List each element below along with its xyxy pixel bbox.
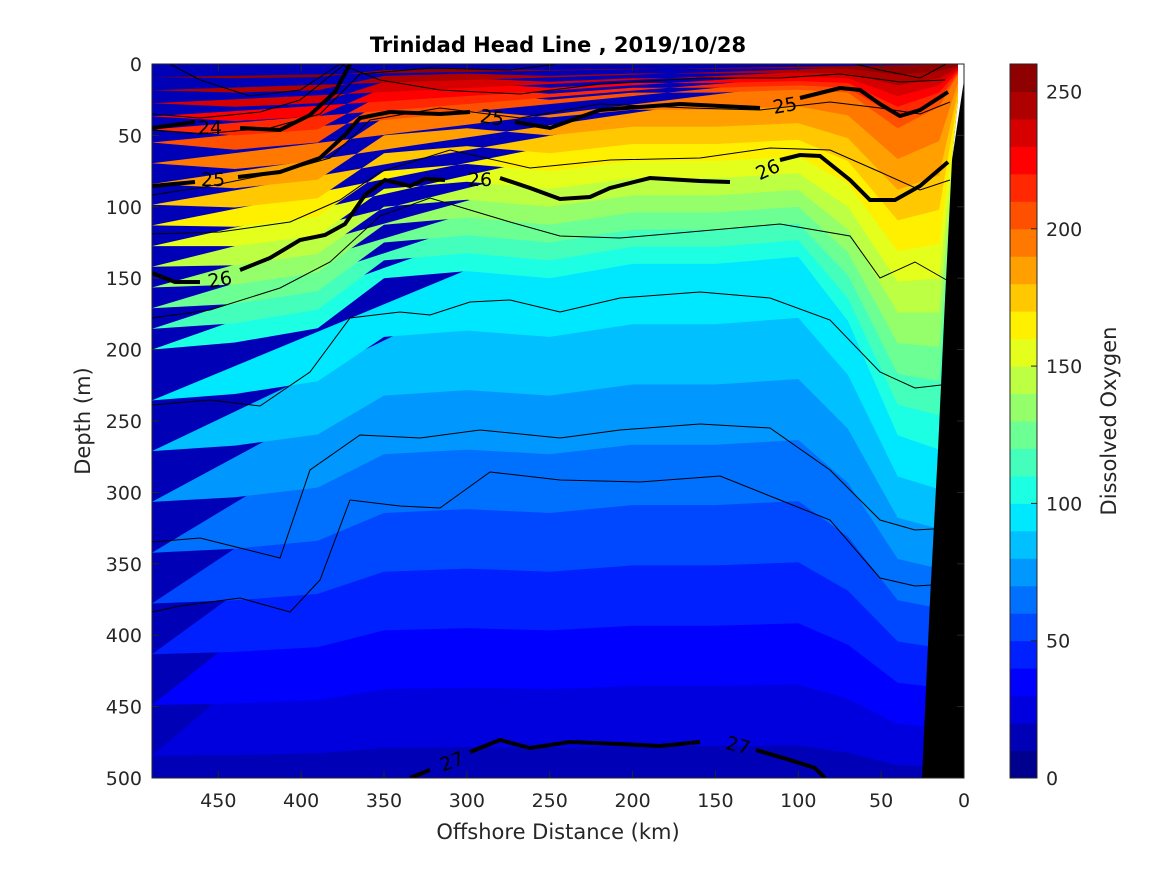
x-tick-label: 150 (697, 790, 733, 812)
colorbar-swatches (1010, 64, 1037, 779)
contour-label-25a: 25 (201, 169, 225, 191)
contour-26 (152, 152, 950, 284)
x-tick-label: 50 (869, 790, 893, 812)
x-tick-label: 300 (449, 790, 485, 812)
y-tick-label: 250 (106, 411, 142, 433)
y-tick-label: 350 (106, 554, 142, 576)
colorbar-swatch (1010, 173, 1037, 202)
colorbar-tick-label: 0 (1046, 768, 1058, 790)
x-tick-label: 0 (958, 790, 970, 812)
colorbar-swatch (1010, 448, 1037, 477)
colorbar-swatch (1010, 530, 1037, 559)
y-axis-label: Depth (m) (71, 367, 95, 474)
colorbar-swatch (1010, 118, 1037, 147)
colorbar-tick-label: 100 (1046, 493, 1082, 515)
thick-contours (152, 64, 950, 778)
colorbar-tick-label: 200 (1046, 219, 1082, 241)
colorbar-swatch (1010, 695, 1037, 724)
y-tick-label: 400 (106, 625, 142, 647)
colorbar-swatch (1010, 256, 1037, 285)
x-tick-label: 250 (532, 790, 568, 812)
colorbar-label: Dissolved Oxygen (1097, 327, 1121, 516)
band-230 (152, 64, 964, 107)
colorbar-swatch (1010, 723, 1037, 752)
y-tick-label: 200 (106, 340, 142, 362)
x-tick-label: 350 (366, 790, 402, 812)
x-tick-label: 100 (780, 790, 816, 812)
plot-area (152, 64, 964, 778)
bathymetry-mask (922, 64, 964, 778)
colorbar-tick-label: 150 (1046, 356, 1082, 378)
contour-27 (409, 737, 827, 778)
colorbar: 250 200 150 100 50 0 Dissolved Oxygen (1009, 63, 1121, 790)
band-240 (152, 64, 964, 93)
colorbar-frame (1009, 63, 1038, 779)
colorbar-swatch (1010, 64, 1037, 92)
colorbar-swatch (1010, 613, 1037, 642)
colorbar-swatch (1010, 201, 1037, 230)
contour-label-26a: 26 (206, 267, 234, 293)
chart-title: Trinidad Head Line , 2019/10/28 (370, 33, 746, 57)
x-axis: 450 400 350 300 250 200 150 100 50 0 (200, 64, 970, 812)
y-tick-label: 150 (106, 268, 142, 290)
contour-label-26b: 26 (468, 169, 492, 191)
y-tick-label: 450 (106, 697, 142, 719)
contour-24 (152, 64, 352, 133)
thin-contour-4 (152, 147, 951, 235)
colorbar-swatch (1010, 475, 1037, 504)
thin-contour-8 (152, 471, 951, 613)
colorbar-swatch (1010, 366, 1037, 395)
colorbar-tick-label: 50 (1046, 631, 1070, 653)
oxygen-bands (152, 64, 964, 778)
y-tick-label: 0 (130, 54, 142, 76)
colorbar-swatch (1010, 640, 1037, 669)
contour-25-left (152, 85, 950, 188)
colorbar-swatch (1010, 750, 1037, 779)
colorbar-swatch (1010, 91, 1037, 120)
colorbar-swatch (1010, 228, 1037, 257)
colorbar-ticks: 250 200 150 100 50 0 (1031, 81, 1082, 790)
contour-label-25c: 25 (771, 93, 799, 119)
colorbar-swatch (1010, 558, 1037, 587)
y-tick-label: 50 (118, 125, 142, 147)
colorbar-swatch (1010, 668, 1037, 697)
y-tick-label: 100 (106, 197, 142, 219)
thin-contour-7 (152, 423, 951, 559)
thin-contour-9 (169, 64, 946, 97)
band-250 (152, 64, 964, 79)
y-tick-label: 500 (106, 768, 142, 790)
y-axis: 0 50 100 150 200 250 300 350 400 450 500 (106, 54, 964, 790)
x-tick-label: 400 (283, 790, 319, 812)
colorbar-swatch (1010, 393, 1037, 422)
colorbar-swatch (1010, 146, 1037, 175)
thin-contour-5 (152, 197, 951, 319)
colorbar-swatch (1010, 311, 1037, 340)
colorbar-tick-label: 250 (1046, 81, 1082, 103)
bathymetry-edge (952, 64, 964, 160)
x-axis-label: Offshore Distance (km) (436, 820, 679, 844)
colorbar-swatch (1010, 585, 1037, 614)
colorbar-swatch (1010, 338, 1037, 367)
thin-contour-1 (152, 64, 346, 119)
colorbar-swatch (1010, 503, 1037, 532)
y-tick-label: 300 (106, 482, 142, 504)
x-tick-label: 200 (614, 790, 650, 812)
colorbar-swatch (1010, 283, 1037, 312)
thin-contour-6 (152, 291, 951, 407)
x-tick-label: 450 (200, 790, 236, 812)
contour-label-25b: 25 (478, 105, 505, 130)
colorbar-swatch (1010, 421, 1037, 449)
contour-label-24: 24 (198, 117, 222, 139)
